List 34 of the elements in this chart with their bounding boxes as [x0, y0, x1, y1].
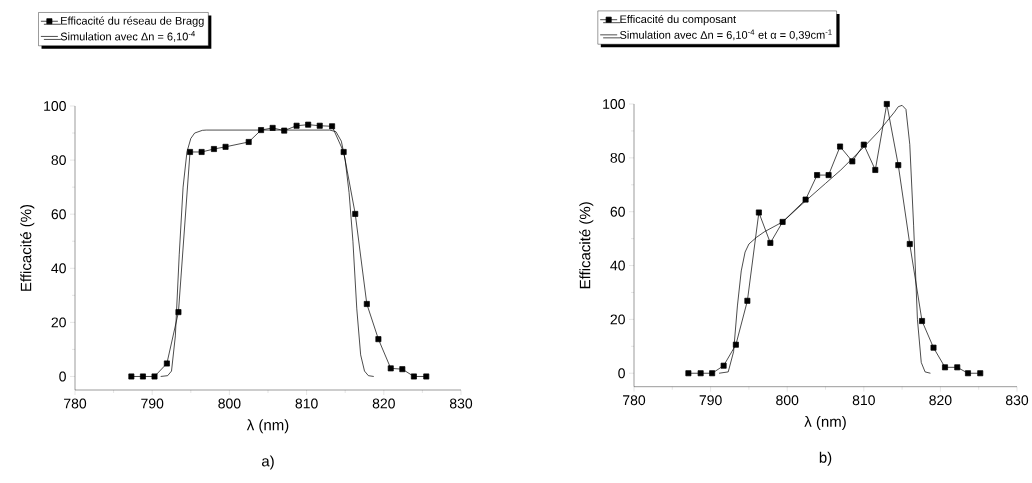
x-tick-label: 790: [141, 398, 164, 409]
y-tick-label: 100: [603, 99, 625, 109]
y-tick-label: 0: [618, 368, 625, 379]
x-tick-label: 820: [929, 395, 952, 406]
text: b): [819, 451, 832, 466]
legend-label: Simulation avec Δn = 6,10$^{-4}$ et α = 0,39cm$^{-1}$: [620, 29, 832, 41]
y-tick-label: 60: [610, 206, 625, 217]
y-tick-label: 100: [44, 101, 66, 111]
x-tick-label: 810: [852, 395, 875, 406]
x-tick-label: 810: [295, 398, 318, 409]
y-tick-label: 40: [610, 260, 625, 271]
x-tick-label: 820: [372, 398, 395, 409]
legend-label: Efficacité du composant: [620, 14, 736, 26]
y-tick-label: 20: [51, 317, 66, 328]
y-axis-title: Efficacité (%): [20, 204, 35, 291]
x-tick-label: 780: [64, 398, 87, 409]
x-tick-label: 800: [776, 395, 799, 406]
y-axis-title: Efficacité (%): [579, 202, 594, 289]
x-tick-label: 830: [449, 398, 473, 409]
x-axis-title: λ (nm): [246, 419, 289, 434]
x-tick-label: 830: [1005, 395, 1029, 406]
legend-label: Simulation avec Δn = 6,10$^{-4}$: [60, 31, 195, 42]
y-tick-label: 80: [610, 152, 625, 163]
y-tick-label: 40: [51, 263, 66, 274]
y-tick-label: 0: [59, 371, 66, 382]
y-tick-label: 60: [51, 209, 66, 220]
legend-label: Efficacité du réseau de Bragg: [61, 16, 204, 27]
y-tick-label: 80: [51, 155, 66, 166]
text: a): [261, 455, 274, 470]
y-tick-label: 20: [610, 314, 625, 325]
x-tick-label: 790: [699, 395, 722, 406]
x-axis-title: λ (nm): [804, 415, 846, 430]
x-tick-label: 780: [623, 395, 646, 406]
x-tick-label: 800: [218, 398, 241, 409]
